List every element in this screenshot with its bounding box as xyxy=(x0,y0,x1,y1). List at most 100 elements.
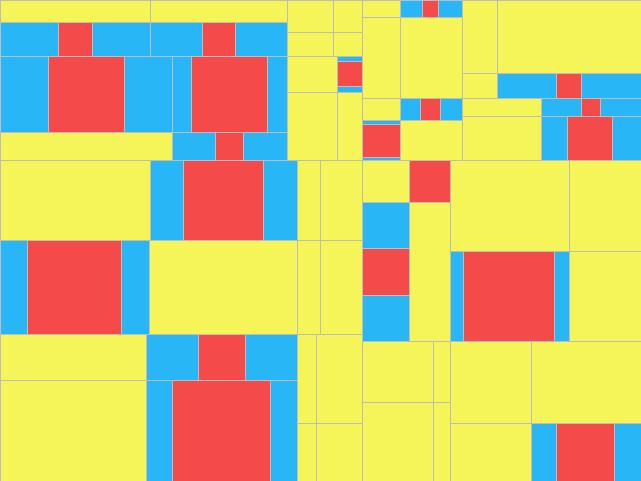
yellow-tile xyxy=(400,17,463,99)
red-tile xyxy=(58,22,93,57)
blue-tile xyxy=(92,22,151,57)
blue-tile xyxy=(235,22,288,57)
yellow-tile xyxy=(333,0,363,33)
blue-tile xyxy=(400,98,421,121)
red-tile xyxy=(48,56,125,133)
red-tile xyxy=(183,160,264,241)
yellow-tile xyxy=(362,402,434,481)
blue-tile xyxy=(0,56,49,133)
yellow-tile xyxy=(450,341,532,424)
blue-tile xyxy=(146,380,173,481)
blue-tile xyxy=(581,73,641,99)
yellow-tile xyxy=(297,240,321,335)
blue-tile xyxy=(243,132,288,161)
red-tile xyxy=(556,73,582,99)
blue-tile xyxy=(438,0,463,18)
blue-tile xyxy=(124,56,173,133)
yellow-tile xyxy=(433,341,451,403)
blue-tile xyxy=(337,56,363,62)
yellow-tile xyxy=(333,32,363,57)
blue-tile xyxy=(0,22,59,57)
yellow-tile xyxy=(150,0,288,23)
blue-tile xyxy=(541,98,582,117)
yellow-tile xyxy=(462,116,542,161)
red-tile xyxy=(556,423,615,481)
blue-tile xyxy=(121,240,150,335)
yellow-tile xyxy=(400,120,463,161)
yellow-tile xyxy=(0,380,147,481)
red-tile xyxy=(191,56,268,133)
yellow-tile xyxy=(531,341,641,424)
red-tile xyxy=(202,22,236,57)
blue-tile xyxy=(337,86,363,93)
yellow-tile xyxy=(362,160,410,203)
blue-tile xyxy=(541,116,568,161)
blue-tile xyxy=(450,251,464,342)
blue-tile xyxy=(400,0,423,18)
yellow-tile xyxy=(316,423,363,481)
yellow-tile xyxy=(450,423,532,481)
red-tile xyxy=(463,251,555,342)
blue-tile xyxy=(146,334,199,381)
yellow-tile xyxy=(0,160,151,241)
blue-tile xyxy=(362,120,401,125)
yellow-tile xyxy=(0,132,173,161)
yellow-tile xyxy=(462,73,498,99)
blue-tile xyxy=(172,56,192,133)
blue-tile xyxy=(600,98,641,117)
blue-tile xyxy=(362,202,410,249)
red-tile xyxy=(409,160,451,203)
red-tile xyxy=(420,98,441,121)
blue-tile xyxy=(245,334,298,381)
yellow-tile xyxy=(0,0,151,23)
blue-tile xyxy=(172,132,216,161)
red-tile xyxy=(362,124,401,158)
red-tile xyxy=(581,98,601,117)
yellow-tile xyxy=(287,0,334,33)
blue-tile xyxy=(270,380,298,481)
blue-tile xyxy=(614,423,641,481)
yellow-tile xyxy=(320,240,363,335)
red-tile xyxy=(422,0,439,18)
yellow-tile xyxy=(297,423,317,481)
red-tile xyxy=(337,61,363,87)
yellow-tile xyxy=(316,334,363,424)
yellow-tile xyxy=(433,402,451,481)
yellow-tile xyxy=(297,334,317,424)
yellow-tile xyxy=(409,202,451,342)
yellow-tile xyxy=(362,98,401,121)
red-tile xyxy=(172,380,271,481)
yellow-tile xyxy=(149,240,298,335)
red-tile xyxy=(198,334,246,381)
yellow-tile xyxy=(450,160,570,252)
yellow-tile xyxy=(569,160,641,252)
yellow-tile xyxy=(362,17,401,99)
blue-tile xyxy=(150,160,184,241)
yellow-tile xyxy=(362,0,401,18)
yellow-tile xyxy=(287,56,338,93)
blue-tile xyxy=(0,240,28,335)
yellow-tile xyxy=(497,0,641,74)
red-tile xyxy=(362,248,410,296)
yellow-tile xyxy=(462,98,542,117)
yellow-tile xyxy=(320,160,363,241)
yellow-tile xyxy=(337,92,363,161)
red-tile xyxy=(567,116,613,161)
yellow-tile xyxy=(297,160,321,241)
yellow-tile xyxy=(362,341,434,403)
yellow-tile xyxy=(569,251,641,342)
blue-tile xyxy=(263,160,298,241)
blue-tile xyxy=(497,73,557,99)
red-tile xyxy=(215,132,244,161)
yellow-tile xyxy=(462,0,498,74)
blue-tile xyxy=(267,56,288,133)
blue-tile xyxy=(612,116,641,161)
blue-tile xyxy=(362,295,410,342)
blue-tile xyxy=(150,22,203,57)
blue-tile xyxy=(440,98,463,121)
blue-tile xyxy=(531,423,557,481)
yellow-tile xyxy=(287,92,338,161)
blue-tile xyxy=(554,251,570,342)
red-tile xyxy=(27,240,122,335)
